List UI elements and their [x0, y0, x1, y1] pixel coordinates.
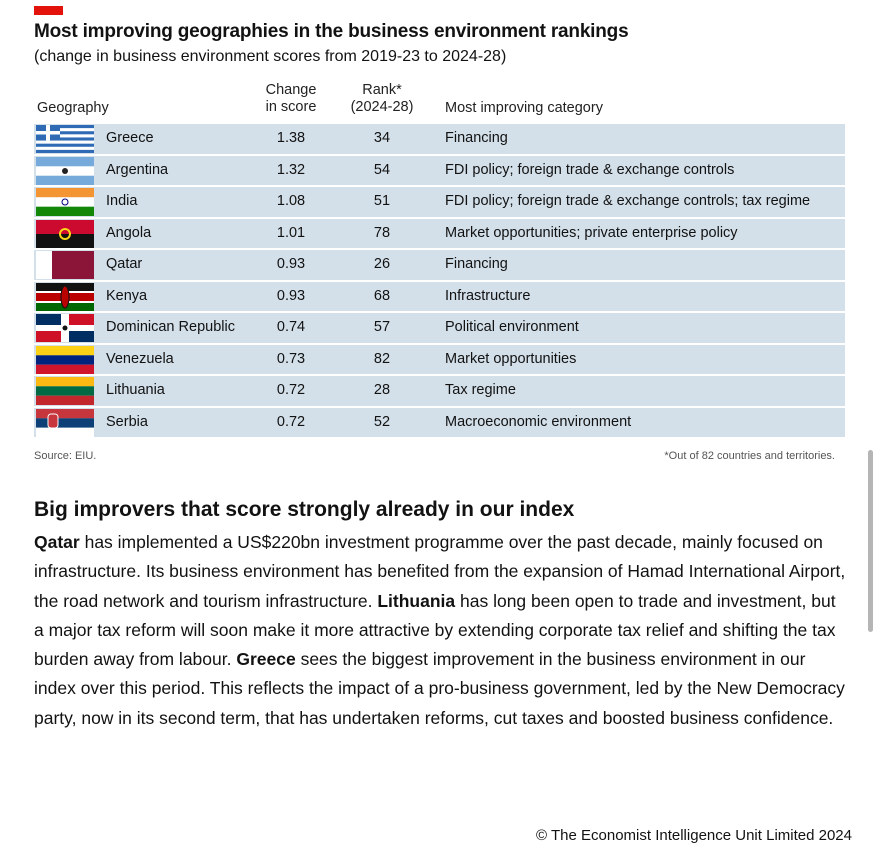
- change-score: 0.73: [276, 350, 306, 367]
- country-name: Qatar: [106, 256, 143, 272]
- header-rank-line2: (2024-28): [350, 99, 414, 115]
- table-row: Lithuania 0.72 28 Tax regime: [34, 376, 845, 406]
- table-row: Angola 1.01 78 Market opportunities; pri…: [34, 218, 845, 248]
- body-text: has long been open to trade and investme…: [34, 590, 836, 670]
- country-name: Dominican Republic: [106, 319, 235, 335]
- rank: 57: [373, 319, 391, 335]
- country-name: Argentina: [106, 161, 169, 178]
- country-name: Kenya: [106, 287, 148, 304]
- qatar-flag: [36, 251, 94, 279]
- country-name: India: [106, 193, 138, 209]
- change-score: 0.74: [276, 319, 306, 335]
- rank: 68: [373, 287, 391, 304]
- source-note: Source: EIU.: [34, 450, 97, 462]
- table-row: Greece 1.38 34 Financing: [34, 124, 845, 154]
- rank: 34: [373, 130, 391, 146]
- category: Financing: [445, 256, 508, 272]
- country-name: Venezuela: [106, 350, 174, 367]
- table-row: Dominican Republic 0.74 57 Political env…: [34, 313, 845, 343]
- section-body: Qatar has implemented a US$220bn investm…: [34, 528, 849, 733]
- body-text: sees the biggest improvement in the busi…: [34, 649, 845, 728]
- dominican-republic-flag: [36, 314, 94, 342]
- category: FDI policy; foreign trade & exchange con…: [445, 161, 735, 178]
- category: Political environment: [445, 319, 579, 335]
- rank: 82: [373, 350, 391, 367]
- venezuela-flag: [36, 345, 94, 374]
- change-score: 0.93: [276, 287, 306, 304]
- argentina-flag: [36, 156, 94, 185]
- brand-red-bar: [34, 6, 63, 15]
- rank: 51: [373, 193, 391, 209]
- table-row: Kenya 0.93 68 Infrastructure: [34, 281, 845, 311]
- change-score: 0.72: [276, 413, 306, 430]
- header-geography: Geography: [37, 100, 109, 116]
- country-name: Lithuania: [106, 382, 165, 398]
- category: FDI policy; foreign trade & exchange con…: [445, 193, 811, 209]
- category: Financing: [445, 130, 508, 146]
- header-change-line1: Change: [265, 82, 317, 98]
- table-row: Serbia 0.72 52 Macroeconomic environment: [34, 407, 845, 437]
- category: Market opportunities: [445, 350, 577, 367]
- body-text: has implemented a US$220bn investment pr…: [34, 532, 846, 611]
- rankings-table: Greece 1.38 34 Financing Argentina 1.32 …: [34, 124, 845, 439]
- change-score: 1.38: [276, 130, 306, 146]
- change-score: 0.93: [276, 256, 306, 272]
- change-score: 1.32: [276, 161, 306, 178]
- angola-flag: [36, 219, 94, 248]
- lithuania-flag: [36, 377, 94, 405]
- category: Infrastructure: [445, 287, 531, 304]
- header-category: Most improving category: [445, 100, 603, 116]
- country-name: Angola: [106, 224, 152, 241]
- chart-subtitle: (change in business environment scores f…: [34, 48, 507, 65]
- serbia-flag: [36, 408, 94, 437]
- rank: 26: [373, 256, 391, 272]
- header-change: Change in score: [254, 82, 328, 116]
- header-change-line2: in score: [265, 99, 317, 115]
- change-score: 1.08: [276, 193, 306, 209]
- category: Market opportunities; private enterprise…: [445, 224, 738, 241]
- bold-country: Lithuania: [377, 590, 456, 611]
- country-name: Serbia: [106, 413, 148, 430]
- rank: 54: [373, 161, 391, 178]
- table-row: Venezuela 0.73 82 Market opportunities: [34, 344, 845, 374]
- bold-country: Qatar: [34, 532, 80, 552]
- scrollbar[interactable]: [868, 450, 873, 632]
- header-rank-line1: Rank*: [362, 82, 402, 98]
- header-rank: Rank* (2024-28): [344, 82, 420, 116]
- change-score: 1.01: [276, 224, 306, 241]
- rank: 78: [373, 224, 391, 241]
- table-row: Argentina 1.32 54 FDI policy; foreign tr…: [34, 155, 845, 185]
- country-name: Greece: [106, 130, 154, 146]
- rank: 52: [373, 413, 391, 430]
- greece-flag: [36, 125, 94, 153]
- section-heading: Big improvers that score strongly alread…: [34, 498, 575, 521]
- bold-country: Greece: [236, 649, 296, 670]
- category: Macroeconomic environment: [445, 413, 632, 430]
- kenya-flag: [36, 282, 94, 311]
- copyright: © The Economist Intelligence Unit Limite…: [536, 827, 852, 844]
- table-row: Qatar 0.93 26 Financing: [34, 250, 845, 280]
- india-flag: [36, 188, 94, 216]
- rank: 28: [373, 382, 391, 398]
- footnote: *Out of 82 countries and territories.: [664, 450, 835, 462]
- category: Tax regime: [445, 382, 516, 398]
- change-score: 0.72: [276, 382, 306, 398]
- table-row: India 1.08 51 FDI policy; foreign trade …: [34, 187, 845, 217]
- chart-title: Most improving geographies in the busine…: [34, 21, 629, 42]
